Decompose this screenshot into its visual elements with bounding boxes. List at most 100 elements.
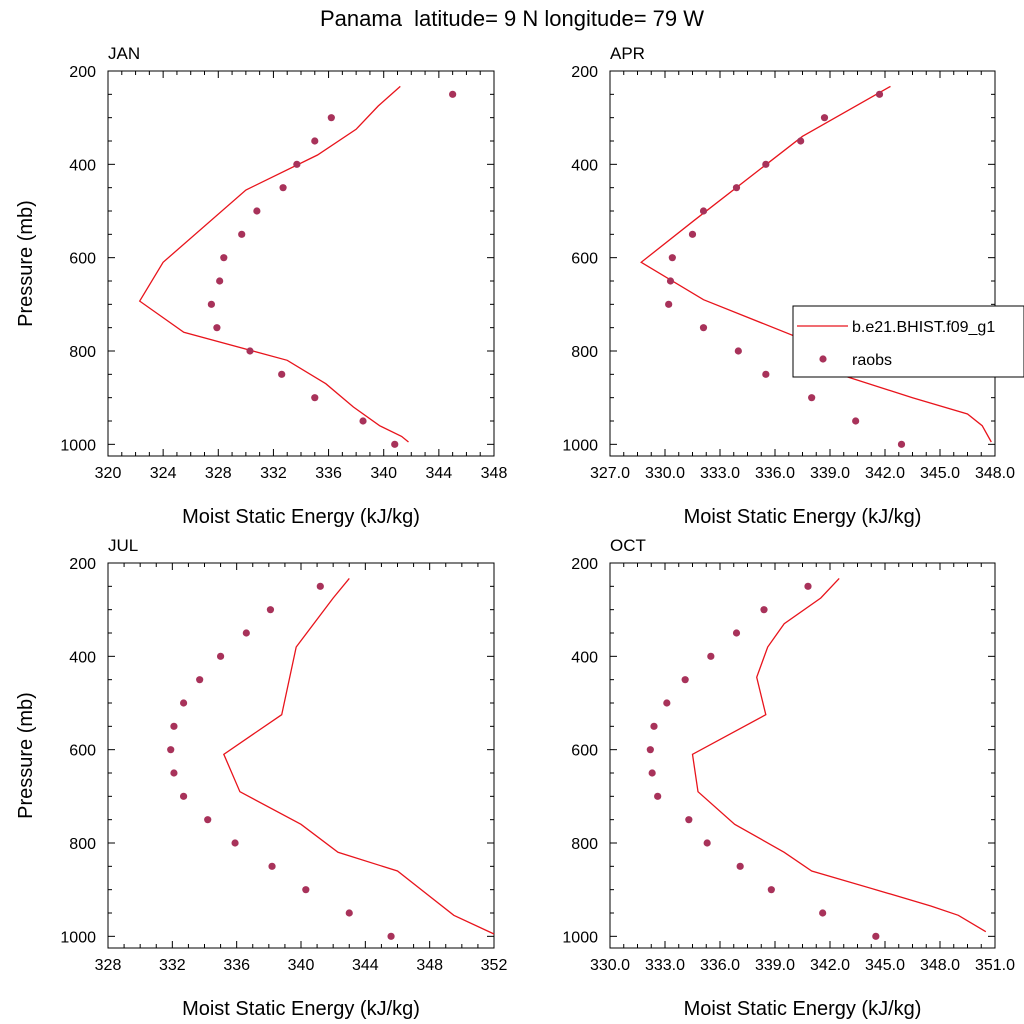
y-tick-label: 600: [69, 743, 96, 760]
obs-point: [207, 300, 215, 308]
obs-point: [238, 230, 246, 238]
x-tick-label: 348: [416, 957, 443, 974]
model-line: [640, 85, 992, 443]
y-tick-label: 200: [571, 556, 598, 573]
y-tick-label: 800: [571, 836, 598, 853]
x-tick-label: 342.0: [865, 465, 905, 482]
x-tick-label: 324: [150, 465, 177, 482]
obs-point: [699, 324, 708, 332]
obs-point: [872, 932, 880, 940]
y-tick-label: 600: [69, 251, 96, 268]
model-line: [138, 85, 409, 443]
panel-title: APR: [610, 44, 645, 63]
obs-point: [170, 769, 178, 777]
plot-frame: [107, 70, 495, 457]
y-axis-title: Pressure (mb): [15, 692, 37, 819]
x-tick-label: 348: [481, 465, 508, 482]
legend-box: [792, 305, 1024, 378]
obs-point: [668, 254, 676, 262]
plot-frame: [107, 562, 495, 949]
x-tick-label: 351.0: [975, 957, 1015, 974]
obs-point: [663, 699, 671, 707]
obs-point: [266, 606, 275, 614]
panel-title: JUL: [108, 536, 138, 555]
obs-point: [654, 792, 662, 800]
obs-point: [819, 909, 827, 917]
y-tick-label: 200: [69, 64, 96, 81]
x-axis-title: Moist Static Energy (kJ/kg): [684, 998, 922, 1020]
obs-point: [204, 816, 212, 824]
obs-point: [387, 932, 395, 940]
obs-point: [179, 699, 188, 707]
obs-point: [253, 207, 261, 215]
y-tick-label: 400: [571, 157, 598, 174]
obs-point: [734, 347, 742, 355]
x-tick-label: 330.0: [645, 465, 685, 482]
x-tick-label: 345.0: [920, 465, 960, 482]
obs-point: [666, 277, 675, 285]
figure-title: Panama latitude= 9 N longitude= 79 W: [319, 6, 705, 31]
legend-label: raobs: [852, 352, 892, 369]
panel-jul: 328 332 336 340 344 348 352 200 400 600 800 1000 JUL…: [15, 536, 507, 1020]
obs-point: [875, 90, 884, 98]
y-tick-label: 400: [69, 649, 96, 666]
y-tick-label: 400: [69, 157, 96, 174]
y-tick-label: 400: [571, 649, 598, 666]
x-tick-label: 332: [159, 957, 186, 974]
x-tick-label: 333.0: [645, 957, 685, 974]
x-tick-label: 344: [426, 465, 453, 482]
x-tick-label: 342.0: [810, 957, 850, 974]
obs-point: [665, 300, 673, 308]
y-tick-label: 1000: [60, 437, 96, 454]
x-tick-label: 339.0: [755, 957, 795, 974]
obs-point: [213, 324, 221, 332]
panel-jan: 320 324 328 332 336 340 344 348 200 400 600 800 1000…: [15, 44, 507, 528]
obs-point: [897, 440, 906, 448]
obs-point: [316, 582, 324, 590]
obs-point: [242, 629, 250, 637]
x-axis-title: Moist Static Energy (kJ/kg): [182, 506, 420, 528]
obs-point: [167, 746, 175, 754]
obs-point: [196, 676, 204, 684]
y-axis-title: Pressure (mb): [15, 200, 37, 327]
panel-title: JAN: [108, 44, 140, 63]
obs-point: [820, 114, 829, 122]
obs-point: [648, 769, 656, 777]
legend-marker-swatch: [819, 355, 827, 363]
x-tick-label: 348.0: [975, 465, 1015, 482]
obs-point: [216, 277, 224, 285]
y-tick-label: 200: [69, 556, 96, 573]
obs-point: [278, 370, 286, 378]
x-tick-label: 352: [481, 957, 508, 974]
obs-point: [293, 160, 301, 168]
x-tick-label: 330.0: [590, 957, 630, 974]
panel-oct: 330.0 333.0 336.0 339.0 342.0 345.0 348.0 351.0…: [562, 536, 1015, 1020]
obs-point: [703, 839, 711, 847]
panel-apr: 327.0 330.0 333.0 336.0 339.0 342.0 345.0 348.0…: [562, 44, 1024, 528]
obs-point: [681, 676, 689, 684]
y-tick-label: 1000: [562, 929, 598, 946]
obs-point: [685, 816, 693, 824]
obs-point: [311, 394, 319, 402]
x-tick-label: 333.0: [700, 465, 740, 482]
plot-frame: [609, 562, 996, 949]
obs-point: [391, 440, 399, 448]
x-axis-title: Moist Static Energy (kJ/kg): [684, 506, 922, 528]
obs-point: [246, 347, 254, 355]
obs-point: [302, 886, 310, 894]
x-tick-label: 340: [288, 957, 315, 974]
obs-point: [797, 137, 805, 145]
x-tick-label: 328: [95, 957, 122, 974]
x-tick-label: 336.0: [700, 957, 740, 974]
x-tick-label: 344: [352, 957, 379, 974]
y-tick-label: 600: [571, 743, 598, 760]
x-tick-label: 320: [95, 465, 122, 482]
obs-point: [216, 652, 225, 660]
x-tick-label: 339.0: [810, 465, 850, 482]
obs-point: [762, 370, 770, 378]
y-tick-label: 600: [571, 251, 598, 268]
obs-point: [646, 746, 654, 754]
plot-frame: [609, 70, 996, 457]
